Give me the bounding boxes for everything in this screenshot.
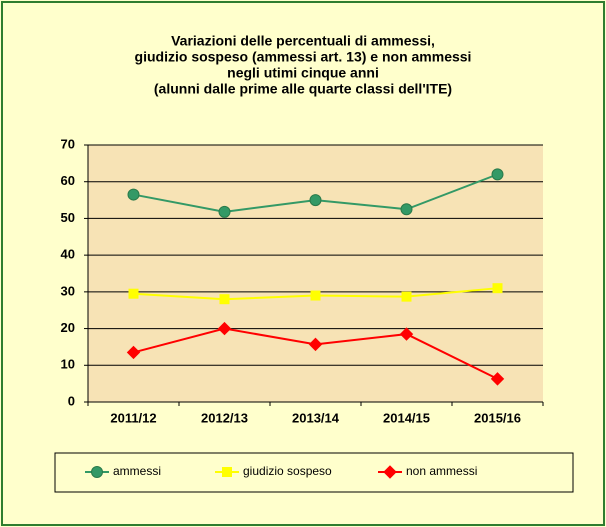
data-point xyxy=(310,290,321,301)
data-point xyxy=(219,294,230,305)
data-point xyxy=(128,288,139,299)
chart-title: (alunni dalle prime alle quarte classi d… xyxy=(154,81,452,97)
x-tick-label: 2011/12 xyxy=(110,410,156,425)
chart-title: Variazioni delle percentuali di ammessi, xyxy=(171,33,435,49)
data-point xyxy=(401,291,412,302)
data-point xyxy=(400,203,413,216)
x-tick-label: 2014/15 xyxy=(383,410,430,425)
data-point xyxy=(490,372,505,386)
data-point xyxy=(127,188,140,201)
y-tick-label: 70 xyxy=(61,136,75,151)
legend-marker xyxy=(383,465,397,479)
data-point xyxy=(217,321,232,336)
data-point xyxy=(399,327,414,341)
legend-box xyxy=(54,452,574,493)
y-tick-label: 20 xyxy=(61,320,75,335)
chart-title: negli utimi cinque anni xyxy=(227,65,379,81)
y-tick-label: 60 xyxy=(61,173,75,188)
x-tick-label: 2015/16 xyxy=(474,410,521,425)
y-tick-label: 0 xyxy=(68,393,75,408)
legend-label: giudizio sospeso xyxy=(243,464,332,478)
data-point xyxy=(491,168,504,181)
y-tick-label: 50 xyxy=(61,210,75,225)
plot-area xyxy=(88,145,543,402)
data-point xyxy=(492,283,503,294)
chart-title: giudizio sospeso (ammessi art. 13) e non… xyxy=(135,49,472,65)
legend-label: non ammessi xyxy=(406,464,477,478)
y-tick-label: 10 xyxy=(61,357,75,372)
legend-marker xyxy=(91,466,103,478)
legend-marker xyxy=(222,467,232,477)
data-point xyxy=(308,337,323,352)
data-point xyxy=(309,194,322,207)
legend-label: ammessi xyxy=(113,464,161,478)
data-point xyxy=(218,205,231,218)
x-tick-label: 2013/14 xyxy=(292,410,340,425)
data-point xyxy=(126,345,141,360)
y-tick-label: 30 xyxy=(61,283,75,298)
y-tick-label: 40 xyxy=(61,247,75,262)
x-tick-label: 2012/13 xyxy=(201,410,248,425)
